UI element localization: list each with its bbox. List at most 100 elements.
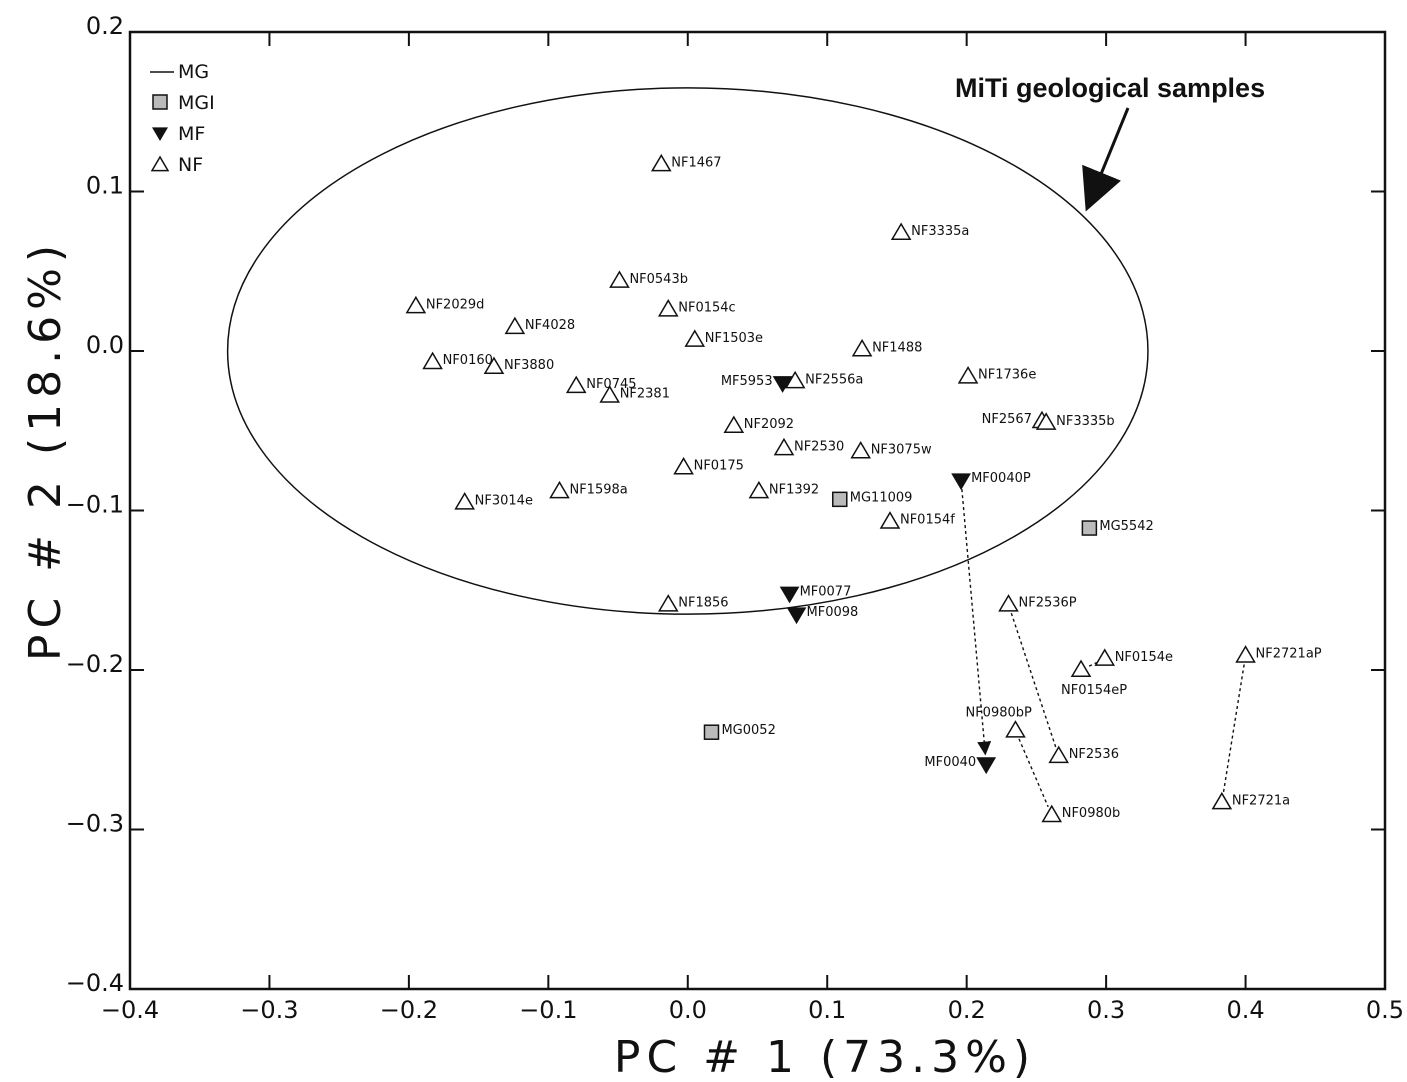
label-mf0077: MF0077 (800, 584, 852, 599)
label-nf0980bp: NF0980bP (965, 706, 1032, 721)
label-nf3880: NF3880 (504, 358, 554, 373)
point-nf3335a (890, 222, 912, 241)
label-mf0040p: MF0040P (971, 471, 1031, 486)
label-nf2556a: NF2556a (805, 372, 863, 387)
y-tick-label: −0.3 (66, 810, 124, 838)
point-nf0154ep (1070, 659, 1092, 678)
axis-ticks (129, 31, 1386, 990)
legend-label-mf: MF (178, 123, 205, 145)
label-nf3014e: NF3014e (475, 494, 533, 509)
x-tick-label: 0.5 (1366, 996, 1404, 1024)
point-nf0543b (609, 270, 630, 288)
point-nf0160 (422, 351, 443, 370)
point-nf1856 (657, 594, 679, 612)
label-nf0745: NF0745 (586, 377, 636, 392)
label-mg0052: MG0052 (721, 723, 775, 738)
plot-frame (128, 30, 1387, 991)
label-nf2381: NF2381 (620, 387, 670, 402)
label-mf5953: MF5953 (721, 374, 773, 389)
point-nf2092 (723, 415, 745, 434)
point-nf1598a (549, 480, 570, 499)
label-nf1856: NF1856 (678, 596, 728, 611)
legend-label-mgi: MGI (178, 92, 215, 114)
point-nf2721a (1211, 791, 1233, 810)
x-tick-label: 0.3 (1087, 996, 1125, 1024)
point-nf4028 (504, 316, 526, 335)
annotation-label: MiTi geological samples (955, 73, 1265, 103)
label-mg5542: MG5542 (1099, 519, 1153, 534)
legend: MG MGI MF NF (150, 61, 215, 176)
tick-labels: −0.4 −0.3 −0.2 −0.1 0.0 0.1 0.2 0.3 0.4 0.5 −0.4 −0… (66, 12, 1404, 1024)
point-nf0980bp (1005, 720, 1026, 738)
label-nf0154f: NF0154f (900, 513, 955, 528)
legend-label-mg: MG (178, 61, 209, 83)
label-nf2536: NF2536 (1069, 747, 1119, 762)
point-labels: MG11009 MG5542 MG0052 MF5953 MF0040P MF0077 MF… (426, 155, 1322, 821)
label-nf3075w: NF3075w (871, 442, 932, 457)
label-nf0175: NF0175 (694, 458, 744, 473)
label-nf2721a: NF2721a (1232, 793, 1290, 808)
x-tick-label: 0.4 (1226, 996, 1264, 1024)
x-tick-label: 0.1 (808, 996, 846, 1024)
label-nf0980b: NF0980b (1062, 806, 1121, 821)
label-nf3335b: NF3335b (1056, 414, 1115, 429)
point-nf0980b (1041, 804, 1063, 823)
point-mf5953 (772, 376, 793, 393)
connection-mf0040p-mf0040 (961, 489, 992, 756)
y-tick-label: −0.2 (66, 650, 124, 678)
point-nf2381 (599, 385, 621, 403)
point-nf3880 (483, 356, 505, 374)
point-nf3014e (454, 492, 475, 510)
point-nf2556a (784, 370, 806, 389)
point-mf0040p (951, 473, 971, 491)
point-nf1392 (748, 480, 770, 499)
point-mf0040 (976, 757, 997, 775)
x-axis-title: PC # 1 (73.3%) (614, 1032, 1036, 1082)
point-nf1467 (650, 153, 672, 172)
label-nf2092: NF2092 (744, 417, 794, 432)
x-tick-label: 0.0 (669, 996, 707, 1024)
point-nf2721ap (1235, 645, 1256, 663)
connection-nf2721ap-nf2721a (1222, 664, 1245, 794)
mg-ellipse (226, 87, 1149, 615)
connection-nf0980bp-nf0980b (1018, 738, 1049, 808)
y-axis-title: PC # 2 (18.6%) (20, 239, 71, 661)
label-nf3335a: NF3335a (911, 224, 969, 239)
point-nf1736e (957, 366, 979, 384)
x-tick-label: −0.3 (240, 996, 298, 1024)
label-nf2536p: NF2536P (1019, 596, 1077, 611)
y-tick-label: 0.1 (86, 172, 124, 200)
label-nf2029d: NF2029d (426, 297, 485, 312)
label-nf1488: NF1488 (872, 340, 922, 355)
label-nf0160: NF0160 (443, 353, 493, 368)
label-nf1467: NF1467 (671, 155, 721, 170)
x-tick-label: −0.2 (380, 996, 438, 1024)
label-nf0154ep: NF0154eP (1061, 683, 1127, 698)
y-tick-label: 0.2 (86, 12, 124, 40)
point-nf1503e (684, 329, 706, 347)
label-nf1736e: NF1736e (978, 368, 1036, 383)
label-nf1598a: NF1598a (569, 482, 627, 497)
label-nf2530: NF2530 (794, 439, 844, 454)
legend-mgi-square (152, 94, 168, 110)
point-mg5542 (1081, 520, 1098, 536)
point-nf3075w (850, 441, 872, 459)
point-nf2530 (773, 437, 795, 456)
point-nf0745 (565, 375, 587, 394)
connection-nf0154ep-nf0154e (1088, 662, 1097, 667)
point-nf0154e (1094, 648, 1116, 666)
point-nf2536p (998, 594, 1019, 612)
point-mf0077 (779, 586, 800, 604)
x-tick-label: 0.2 (948, 996, 986, 1024)
y-tick-label: −0.4 (66, 969, 124, 997)
point-nf0154c (657, 299, 679, 317)
legend-mf-triangle (152, 127, 168, 141)
point-mg0052 (703, 724, 720, 740)
label-nf4028: NF4028 (525, 318, 575, 333)
label-mf0098: MF0098 (807, 605, 859, 620)
label-nf0543b: NF0543b (629, 272, 688, 287)
point-nf2536 (1048, 745, 1070, 764)
label-mf0040: MF0040 (924, 755, 976, 770)
label-nf1503e: NF1503e (705, 331, 763, 346)
x-tick-label: −0.1 (519, 996, 577, 1024)
